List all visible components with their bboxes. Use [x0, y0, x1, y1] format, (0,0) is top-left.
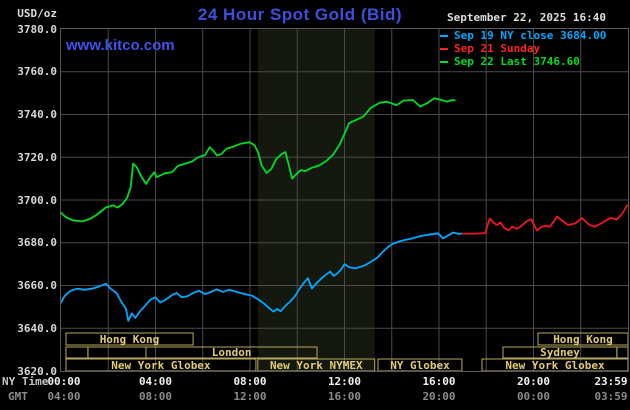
y-tick-label: 3700.0: [17, 194, 57, 207]
x-tick-ny: 23:59: [594, 375, 628, 388]
x-tick-ny: 00:00: [47, 375, 81, 388]
x-tick-gmt: 04:00: [47, 390, 81, 403]
y-tick-label: 3780.0: [17, 23, 57, 36]
x-tick-ny: 20:00: [516, 375, 551, 388]
y-tick-label: 3740.0: [17, 108, 57, 121]
legend-item-0: Sep 19 NY close 3684.00: [440, 29, 606, 42]
x-tick-ny: 04:00: [138, 375, 173, 388]
session-box: [87, 346, 147, 359]
x-tick-ny: 12:00: [327, 375, 362, 388]
legend-label: Sep 21 Sunday: [454, 42, 541, 55]
session-label: New York NYMEX: [270, 359, 363, 371]
chart-datetime: September 22, 2025 16:40: [447, 11, 606, 24]
y-axis-unit-label: USD/oz: [17, 7, 57, 20]
chart-legend: Sep 19 NY close 3684.00 Sep 21 Sunday Sep …: [440, 29, 606, 68]
legend-dash-icon: [440, 48, 448, 50]
legend-dash-icon: [440, 61, 448, 63]
legend-label: Sep 22 Last 3746.60: [454, 55, 580, 68]
legend-label: Sep 19 NY close 3684.00: [454, 29, 607, 42]
x-tick-gmt: 03:59: [594, 390, 628, 403]
x-tick-gmt: 12:00: [233, 390, 267, 403]
x-tick-ny: 16:00: [422, 375, 456, 388]
y-tick-label: 3760.0: [17, 65, 57, 78]
kitco-watermark-link[interactable]: www.kitco.com: [66, 37, 175, 54]
session-box: [616, 346, 629, 359]
x-tick-gmt: 20:00: [422, 390, 456, 403]
y-tick-label: 3680.0: [17, 236, 57, 249]
legend-item-1: Sep 21 Sunday: [440, 42, 606, 55]
x-tick-ny: 08:00: [233, 375, 267, 388]
y-tick-label: 3720.0: [17, 151, 57, 164]
x-tick-gmt: 16:00: [327, 390, 362, 403]
y-tick-label: 3620.0: [17, 365, 57, 378]
session-label: London: [212, 346, 252, 359]
gmt-axis-label: GMT: [8, 390, 28, 403]
x-tick-gmt: 08:00: [138, 390, 173, 403]
session-label: New York Globex: [505, 359, 605, 371]
y-tick-label: 3640.0: [17, 322, 57, 335]
price-line-sep-22: [60, 97, 456, 223]
legend-dash-icon: [440, 35, 448, 37]
y-tick-label: 3660.0: [17, 279, 57, 292]
x-tick-gmt: 00:00: [516, 390, 551, 403]
session-box-london: [145, 346, 318, 359]
legend-item-2: Sep 22 Last 3746.60: [440, 55, 606, 68]
price-line-sep-19: [60, 231, 464, 322]
session-label: Hong Kong: [100, 333, 160, 346]
session-box-hong-kong: [65, 332, 194, 346]
session-label: Sydney: [540, 346, 580, 359]
session-label: Hong Kong: [553, 333, 613, 346]
plot-area: Hong Kong Hong Kong London Sydney New York G…: [60, 28, 629, 372]
page-title: 24 Hour Spot Gold (Bid): [197, 5, 403, 24]
ny-time-axis-label: NY Time: [2, 375, 49, 388]
session-box: [65, 346, 89, 359]
price-line-sep-21: [461, 204, 628, 235]
session-label: NY Globex: [390, 359, 450, 371]
session-label: New York Globex: [111, 359, 211, 371]
